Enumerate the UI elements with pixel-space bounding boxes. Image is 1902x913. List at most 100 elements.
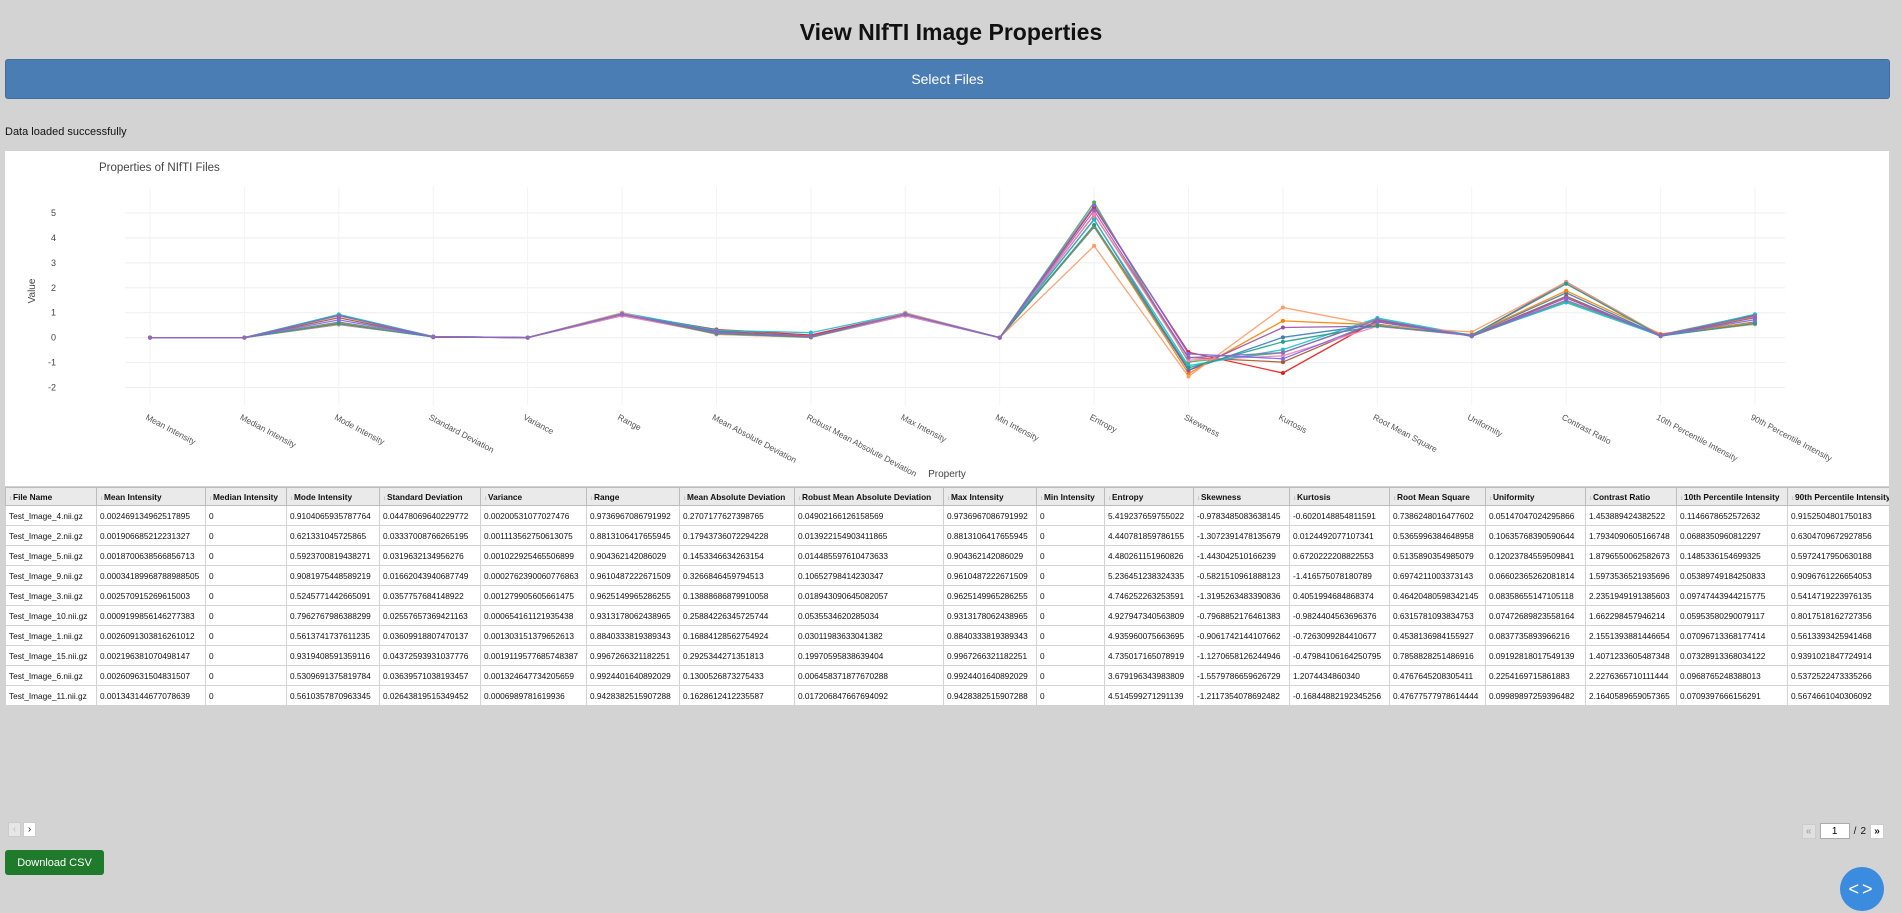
table-body: Test_Image_4.nii.gz 0.002469134962517895 0… <box>5 505 1889 705</box>
parallel-coordinates-chart: -2 -1 0 1 2 3 4 5 Mean Intensity Median Intensit… <box>27 162 1835 480</box>
column-header-label: Entropy <box>1112 491 1144 502</box>
column-header[interactable]: ↕Min Intensity <box>1036 487 1105 506</box>
table-cell: 0.5972417950630188 <box>1787 545 1889 566</box>
column-header[interactable]: ↕Skewness <box>1193 487 1290 506</box>
table-cell: 0.03609918807470137 <box>379 625 481 646</box>
x-tick-label: Range <box>616 412 643 433</box>
table-cell: -0.9783485083638145 <box>1193 505 1290 526</box>
table-cell: 0.9096761226654053 <box>1787 565 1889 586</box>
table-cell: 0.0688350960812297 <box>1676 525 1788 546</box>
table-cell: 0.8840333819389343 <box>586 625 680 646</box>
code-toggle-button[interactable]: <> <box>1840 867 1884 911</box>
x-tick-label: Min Intensity <box>994 412 1041 444</box>
table-cell: 2.1551393881446654 <box>1585 625 1677 646</box>
table-cell: 0.3266846459794513 <box>679 565 795 586</box>
first-page-button[interactable]: « <box>1801 823 1816 839</box>
table-row[interactable]: Test_Image_11.nii.gz 0.001343144677078639… <box>5 685 1889 705</box>
last-page-button[interactable]: » <box>1870 823 1884 839</box>
table-cell: 0.17943736072294228 <box>679 525 795 546</box>
column-header[interactable]: ↕Max Intensity <box>943 487 1037 506</box>
data-point <box>1092 208 1097 213</box>
data-point <box>1753 314 1757 319</box>
sort-icon: ↕ <box>947 495 950 502</box>
table-row[interactable]: Test_Image_9.nii.gz 0.0003418996878898850… <box>5 565 1889 586</box>
table-row[interactable]: Test_Image_2.nii.gz 0.001906685212231327 0… <box>5 525 1889 546</box>
chart-title: Properties of NIfTI Files <box>99 162 220 174</box>
table-cell: -0.7968852176461383 <box>1193 605 1290 626</box>
table-cell: 0.8813106417655945 <box>943 525 1037 546</box>
sort-icon: ↕ <box>1393 495 1396 502</box>
page-number-input[interactable] <box>1819 823 1850 839</box>
table-row[interactable]: Test_Image_4.nii.gz 0.002469134962517895 0… <box>5 505 1889 526</box>
table-cell: 4.746252263253591 <box>1104 585 1194 606</box>
download-csv-button[interactable]: Download CSV <box>5 850 104 875</box>
column-header[interactable]: ↕Mode Intensity <box>286 487 380 506</box>
table-cell: 0 <box>205 605 287 626</box>
column-header[interactable]: ↕10th Percentile Intensity <box>1676 487 1788 506</box>
y-axis-label: Value <box>27 278 38 303</box>
properties-table-container: ↕File Name ↕Mean Intensity ↕Median Intensi… <box>5 487 1889 705</box>
column-header-label: Standard Deviation <box>387 491 463 502</box>
table-cell: 0.8813106417655945 <box>586 525 680 546</box>
table-cell: 0 <box>1036 685 1105 705</box>
data-point <box>1186 351 1191 356</box>
table-row[interactable]: Test_Image_1.nii.gz 0.0026091303816261012… <box>5 625 1889 646</box>
column-header[interactable]: ↕90th Percentile Intensity <box>1787 487 1889 506</box>
column-header[interactable]: ↕Mean Absolute Deviation <box>679 487 795 506</box>
table-cell: 0.9625149965286255 <box>586 585 680 606</box>
y-tick-label: 5 <box>51 208 56 218</box>
x-tick-label: Root Mean Square <box>1371 412 1439 454</box>
data-point <box>1280 318 1285 323</box>
column-header[interactable]: ↕Standard Deviation <box>379 487 481 506</box>
series-points <box>148 200 1757 379</box>
column-header[interactable]: ↕Kurtosis <box>1289 487 1390 506</box>
table-row[interactable]: Test_Image_6.nii.gz 0.002609631504831507 0… <box>5 665 1889 686</box>
column-header[interactable]: ↕Contrast Ratio <box>1585 487 1677 506</box>
column-header[interactable]: ↕File Name <box>5 487 97 506</box>
x-tick-label: Skewness <box>1183 412 1222 439</box>
table-cell: Test_Image_2.nii.gz <box>5 525 97 546</box>
table-cell: -1.1270658126244946 <box>1193 645 1290 666</box>
scroll-right-button[interactable]: › <box>23 822 36 837</box>
table-cell: 0.02643819515349452 <box>379 685 481 705</box>
sort-icon: ↕ <box>290 495 293 502</box>
table-cell: 3.679196343983809 <box>1104 665 1194 686</box>
column-header[interactable]: ↕Root Mean Square <box>1389 487 1486 506</box>
table-cell: 0 <box>205 645 287 666</box>
table-cell: 0.12023784559509841 <box>1485 545 1586 566</box>
table-cell: 0.03011983633041382 <box>794 625 944 646</box>
table-cell: 0.16884128562754924 <box>679 625 795 646</box>
column-header[interactable]: ↕Range <box>586 487 680 506</box>
table-cell: 0.9967266321182251 <box>586 645 680 666</box>
table-cell: 0.5309691375819784 <box>286 665 380 686</box>
table-cell: 0 <box>1036 505 1105 526</box>
data-point <box>1564 298 1569 303</box>
table-cell: -0.16844882192345256 <box>1289 685 1390 705</box>
data-point <box>620 312 625 317</box>
column-header[interactable]: ↕Robust Mean Absolute Deviation <box>794 487 944 506</box>
data-point <box>1186 365 1191 370</box>
sort-icon: ↕ <box>683 495 686 502</box>
column-header[interactable]: ↕Uniformity <box>1485 487 1586 506</box>
chart-container: -2 -1 0 1 2 3 4 5 Mean Intensity Median Intensit… <box>5 151 1889 486</box>
x-tick-label: Mean Absolute Deviation <box>711 412 799 465</box>
scroll-left-button[interactable]: ‹ <box>8 822 21 837</box>
column-header[interactable]: ↕Median Intensity <box>205 487 287 506</box>
table-cell: 0.09989897259396482 <box>1485 685 1586 705</box>
column-header[interactable]: ↕Mean Intensity <box>96 487 206 506</box>
x-tick-label: Mean Intensity <box>144 412 198 447</box>
table-row[interactable]: Test_Image_3.nii.gz 0.002570915269615003 0… <box>5 585 1889 606</box>
table-cell: -0.47984106164250795 <box>1289 645 1390 666</box>
sort-icon: ↕ <box>100 495 103 502</box>
select-files-button[interactable]: Select Files <box>5 59 1890 99</box>
data-point <box>1280 305 1285 310</box>
data-point <box>1092 223 1097 228</box>
table-row[interactable]: Test_Image_10.nii.gz 0.000919985614627738… <box>5 605 1889 626</box>
table-row[interactable]: Test_Image_15.nii.gz 0.002196381070498147… <box>5 645 1889 666</box>
x-tick-label: Contrast Ratio <box>1560 412 1613 446</box>
column-header[interactable]: ↕Entropy <box>1104 487 1194 506</box>
table-row[interactable]: Test_Image_5.nii.gz 0.0018700638566856713… <box>5 545 1889 566</box>
data-point <box>1186 371 1191 376</box>
table-cell: 1.2074434860340 <box>1289 665 1390 686</box>
column-header[interactable]: ↕Variance <box>480 487 587 506</box>
